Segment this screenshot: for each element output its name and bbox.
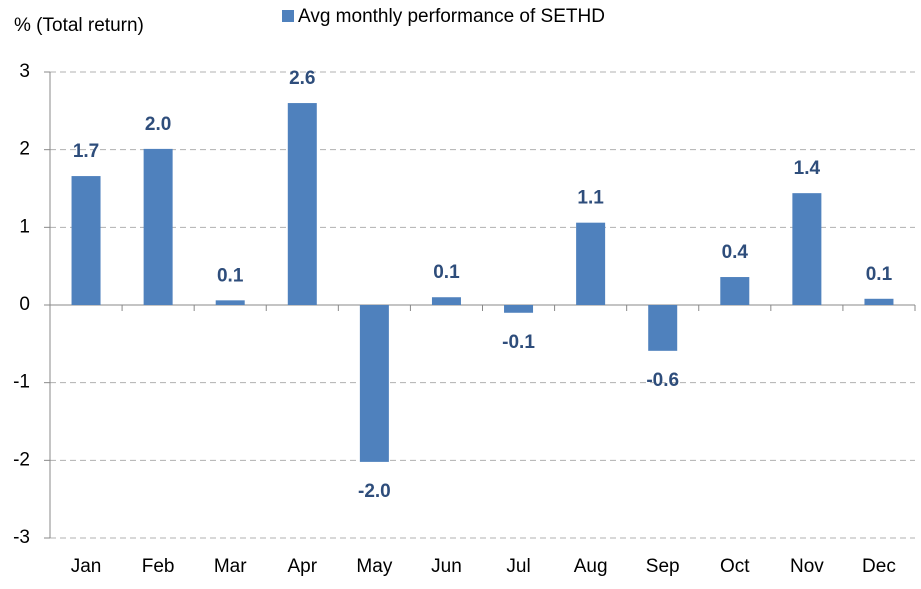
legend-label: Avg monthly performance of SETHD bbox=[298, 6, 605, 27]
value-label: 1.7 bbox=[73, 141, 99, 162]
value-label: -2.0 bbox=[358, 481, 391, 502]
value-label: 2.0 bbox=[145, 114, 171, 135]
bar bbox=[143, 148, 173, 305]
x-tick-label: May bbox=[356, 556, 392, 577]
value-label: 2.6 bbox=[289, 68, 315, 89]
y-tick-label: -1 bbox=[13, 372, 30, 393]
x-tick-label: Apr bbox=[288, 556, 318, 577]
bar bbox=[215, 300, 245, 305]
x-tick-label: Jan bbox=[71, 556, 102, 577]
value-label: 0.1 bbox=[866, 264, 893, 285]
bar bbox=[648, 305, 678, 351]
bar bbox=[504, 305, 534, 313]
x-tick-label: Jul bbox=[506, 556, 530, 577]
x-tick-label: Feb bbox=[142, 556, 175, 577]
y-tick-label: -3 bbox=[13, 527, 30, 548]
value-label: 0.1 bbox=[433, 262, 460, 283]
x-tick-label: Dec bbox=[862, 556, 896, 577]
y-tick-label: 1 bbox=[19, 216, 30, 237]
x-tick-label: Jun bbox=[431, 556, 462, 577]
bar bbox=[864, 298, 894, 305]
bar bbox=[287, 103, 317, 305]
value-label: 1.1 bbox=[577, 188, 604, 209]
y-axis-label: % (Total return) bbox=[14, 15, 144, 36]
bar bbox=[576, 222, 606, 305]
y-tick-label: 0 bbox=[19, 294, 30, 315]
value-label: 1.4 bbox=[794, 158, 821, 179]
bar bbox=[720, 277, 750, 305]
value-label: -0.1 bbox=[502, 332, 535, 353]
x-tick-label: Mar bbox=[214, 556, 247, 577]
bar bbox=[792, 193, 822, 305]
legend-swatch bbox=[282, 10, 294, 22]
y-tick-label: 2 bbox=[19, 139, 30, 160]
x-tick-label: Sep bbox=[646, 556, 680, 577]
bar bbox=[359, 305, 389, 462]
x-tick-label: Oct bbox=[720, 556, 750, 577]
value-label: 0.1 bbox=[217, 265, 244, 286]
bar bbox=[71, 176, 101, 305]
x-tick-label: Aug bbox=[574, 556, 608, 577]
value-label: 0.4 bbox=[722, 242, 749, 263]
y-tick-label: -2 bbox=[13, 449, 30, 470]
bar bbox=[431, 297, 461, 305]
y-tick-label: 3 bbox=[19, 61, 30, 82]
value-label: -0.6 bbox=[646, 370, 679, 391]
x-tick-label: Nov bbox=[790, 556, 824, 577]
